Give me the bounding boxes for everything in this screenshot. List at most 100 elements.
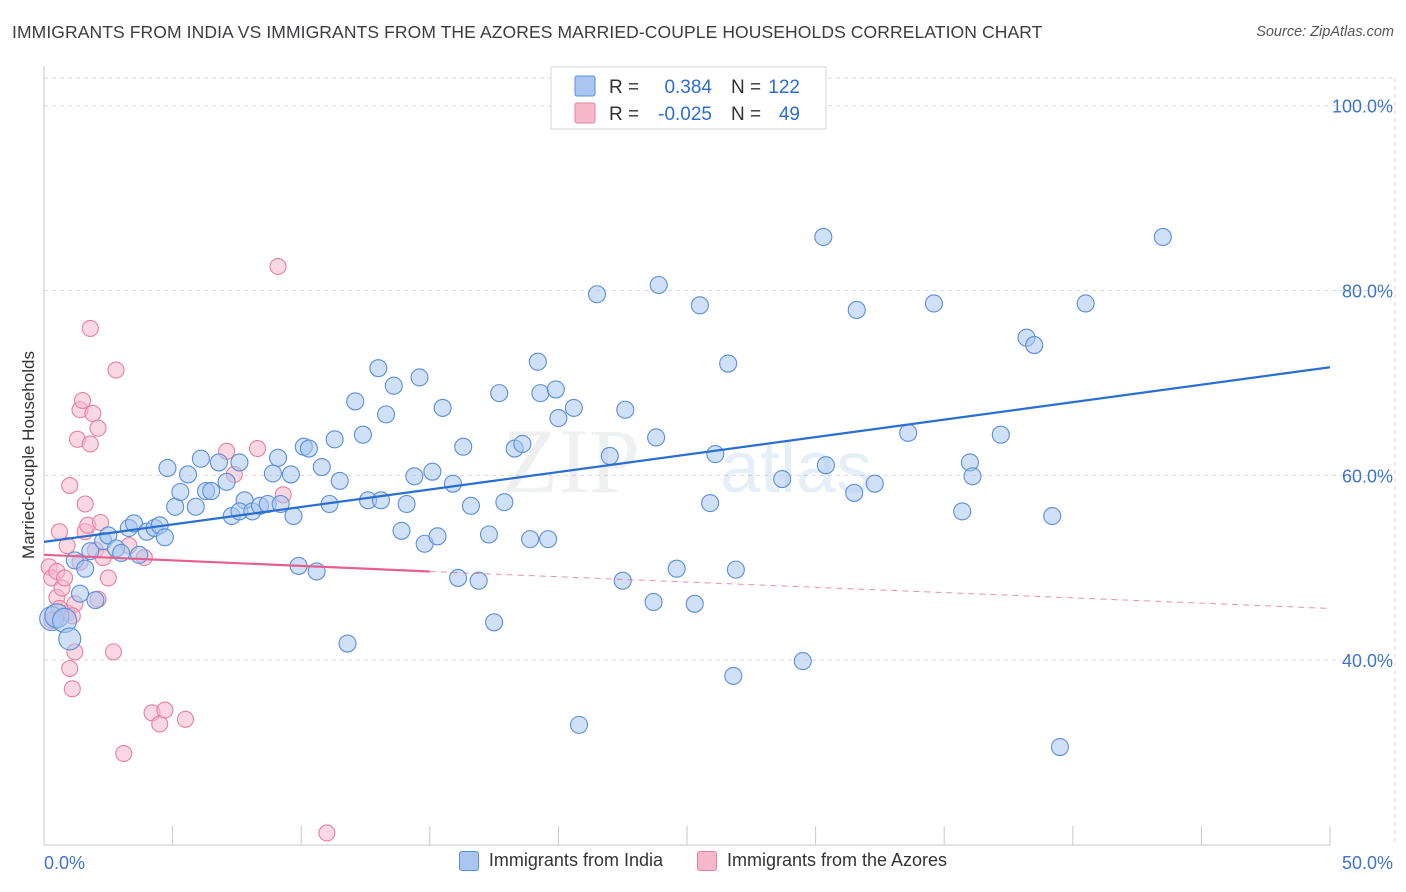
india-point	[495, 493, 514, 512]
azores-point	[76, 495, 94, 513]
x-tick-label-min: 0.0%	[44, 853, 85, 873]
india-point	[469, 571, 488, 590]
legend-item-azores[interactable]: Immigrants from the Azores	[696, 850, 948, 871]
india-point	[454, 437, 473, 456]
india-point	[647, 428, 666, 447]
india-point	[353, 425, 372, 444]
india-point	[845, 483, 864, 502]
india-point	[847, 300, 866, 319]
azores-point	[269, 257, 287, 276]
india-point	[81, 542, 100, 561]
india-point	[433, 398, 452, 417]
azores-point	[176, 710, 195, 728]
india-point	[449, 568, 468, 587]
india-point	[377, 405, 396, 424]
axes	[43, 66, 1331, 846]
chart-title: IMMIGRANTS FROM INDIA VS IMMIGRANTS FROM…	[12, 22, 1043, 42]
azores-point	[89, 419, 107, 437]
india-point	[793, 652, 812, 671]
india-point	[461, 496, 481, 515]
azores-point	[61, 659, 79, 678]
stats-legend: R = 0.384 N = 122 R = -0.025 N = 49	[550, 66, 827, 130]
india-point	[76, 559, 95, 578]
india-point	[58, 627, 82, 651]
azores-r-label: R =	[609, 104, 639, 125]
india-point	[130, 545, 149, 564]
india-point	[613, 571, 632, 590]
india-point	[991, 425, 1010, 444]
india-point	[346, 392, 365, 411]
india-point	[217, 472, 236, 491]
india-point	[569, 715, 589, 734]
india-point	[191, 449, 210, 468]
india-point	[814, 227, 833, 246]
india-point	[899, 423, 918, 442]
azores-trend-extension	[429, 570, 1331, 609]
india-point	[773, 470, 792, 489]
legend-item-india[interactable]: Immigrants from India	[458, 850, 663, 871]
india-series	[39, 227, 1172, 757]
india-point	[263, 464, 282, 483]
india-point	[281, 465, 300, 484]
legend-label-india: Immigrants from India	[488, 850, 663, 870]
india-point	[490, 384, 509, 403]
india-n-value: 122	[768, 77, 800, 98]
india-point	[485, 613, 504, 632]
india-point	[685, 594, 704, 613]
india-point	[158, 458, 177, 478]
azores-point	[156, 701, 174, 719]
india-point	[428, 527, 447, 546]
india-point	[155, 528, 174, 547]
x-tick-label-max: 50.0%	[1342, 853, 1393, 873]
india-point	[600, 446, 619, 466]
india-point	[726, 560, 745, 579]
india-point	[1025, 336, 1044, 355]
india-point	[953, 502, 972, 521]
india-point	[338, 634, 357, 653]
india-point	[924, 294, 943, 313]
india-point	[528, 352, 547, 371]
india-point	[667, 559, 686, 578]
azores-r-value: -0.025	[658, 104, 712, 125]
azores-trend-line	[43, 553, 430, 573]
watermark-zip: ZIP	[502, 410, 640, 512]
india-point	[521, 530, 540, 549]
azores-swatch	[696, 850, 717, 871]
india-point	[701, 494, 720, 513]
india-point	[539, 530, 558, 549]
india-point	[178, 465, 198, 484]
india-point	[546, 380, 565, 399]
azores-point	[92, 513, 110, 532]
india-point	[1050, 737, 1069, 757]
india-point	[369, 359, 388, 378]
y-axis-label: Married-couple Households	[19, 351, 38, 559]
azores-point	[107, 361, 125, 379]
india-point	[202, 482, 221, 501]
y-tick-labels: 40.0% 60.0% 80.0% 100.0%	[1332, 97, 1393, 671]
india-point	[1076, 294, 1095, 313]
azores-point	[248, 440, 267, 458]
india-point	[330, 471, 349, 490]
india-point	[397, 494, 416, 514]
india-point	[616, 400, 635, 419]
india-point	[513, 434, 532, 453]
india-point	[649, 275, 668, 295]
legend-label-azores: Immigrants from the Azores	[726, 850, 948, 870]
india-point	[479, 525, 499, 544]
india-point	[644, 592, 663, 612]
india-point	[384, 376, 403, 395]
azores-point	[99, 569, 117, 587]
azores-point	[63, 680, 81, 698]
azores-point	[318, 824, 336, 842]
azores-stats-swatch	[574, 102, 596, 124]
y-tick-label: 40.0%	[1342, 651, 1393, 671]
india-point	[230, 453, 249, 472]
india-point	[209, 453, 228, 472]
india-point	[719, 354, 738, 373]
india-swatch	[458, 850, 479, 871]
india-trend-line	[43, 366, 1331, 543]
azores-point	[61, 476, 79, 495]
india-point	[86, 591, 105, 610]
azores-n-value: 49	[779, 104, 800, 125]
